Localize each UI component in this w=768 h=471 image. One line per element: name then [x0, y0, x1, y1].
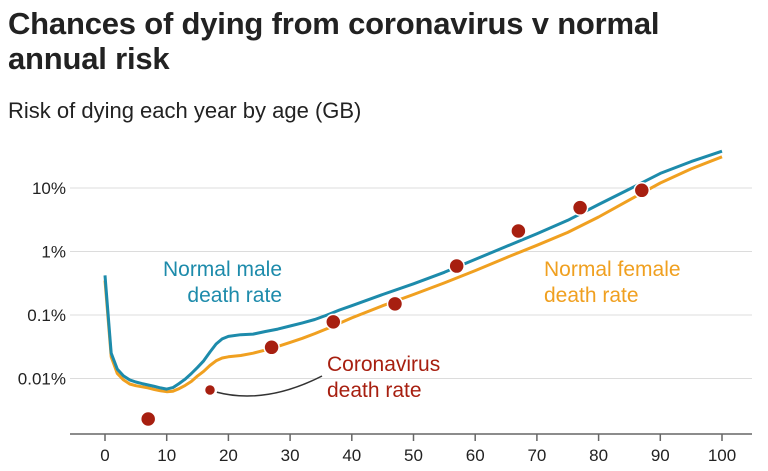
x-tick-label: 100 [708, 446, 736, 465]
x-tick-label: 10 [157, 446, 176, 465]
x-tick-label: 20 [219, 446, 238, 465]
coronavirus-point [510, 222, 527, 240]
female-label-line-2: death rate [544, 284, 639, 307]
coronavirus-point [263, 339, 280, 356]
covid-label-line-1: Coronavirus [327, 353, 440, 376]
coronavirus-annotation-marker [202, 382, 218, 398]
y-tick-label: 10% [32, 179, 66, 198]
coronavirus-points [139, 182, 651, 428]
coronavirus-point [386, 295, 404, 313]
x-tick-label: 60 [466, 446, 485, 465]
x-tick-label: 70 [527, 446, 546, 465]
y-tick-label: 0.1% [27, 306, 66, 325]
y-tick-label: 1% [41, 243, 66, 262]
male-label-line-1: Normal male [163, 258, 282, 281]
x-tick-label: 30 [281, 446, 300, 465]
y-tick-label: 0.01% [18, 370, 66, 389]
coronavirus-point [633, 182, 651, 199]
coronavirus-annotation-connector [215, 375, 323, 397]
coronavirus-point [139, 410, 157, 428]
annotations: Normal male death rate Normal female dea… [163, 258, 681, 402]
chart-subtitle: Risk of dying each year by age (GB) [8, 98, 362, 123]
covid-label-line-2: death rate [327, 379, 422, 402]
x-tick-label: 50 [404, 446, 423, 465]
coronavirus-point [325, 313, 342, 331]
x-tick-label: 80 [589, 446, 608, 465]
y-axis-ticks: 10% 1% 0.1% 0.01% [18, 179, 66, 389]
male-death-rate-line [103, 149, 723, 391]
chart-title: Chances of dying from coronavirus v norm… [8, 6, 660, 76]
coronavirus-point [571, 199, 589, 216]
coronavirus-point [448, 257, 465, 275]
female-death-rate-line [103, 155, 723, 394]
female-label-line-1: Normal female [544, 258, 681, 281]
x-tick-label: 40 [342, 446, 361, 465]
x-tick-label: 90 [651, 446, 670, 465]
series-lines [103, 149, 723, 394]
x-axis-ticks: 0 10 20 30 40 50 60 70 80 90 100 [100, 434, 736, 465]
x-tick-label: 0 [100, 446, 109, 465]
male-label-line-2: death rate [187, 284, 282, 307]
